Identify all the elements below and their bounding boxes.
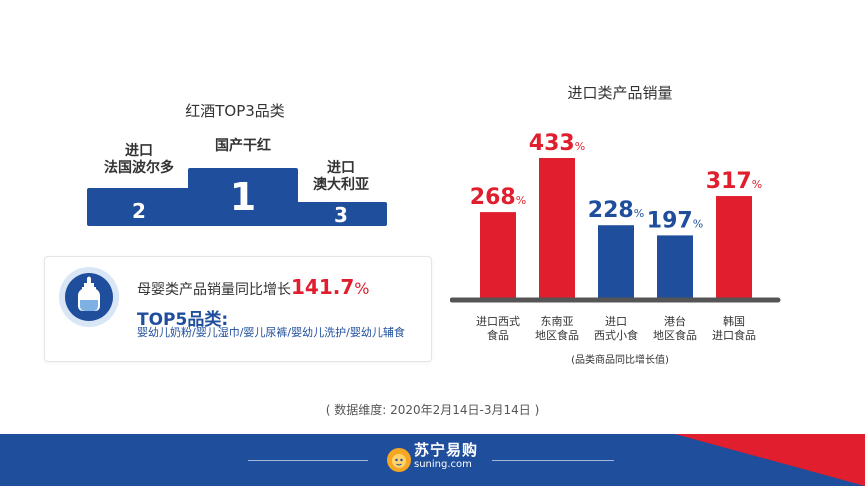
- infant-headline: 母婴类产品销量同比增长141.7%: [137, 275, 369, 299]
- infant-growth-value: 141.7: [291, 275, 355, 299]
- logo-cn: 苏宁易购: [414, 441, 479, 459]
- bar-value-1: 433%: [529, 131, 585, 156]
- x-tick-label-0-1: 食品: [487, 328, 509, 342]
- bar-1: [539, 158, 575, 300]
- podium-label-1-line1: 国产干红: [215, 138, 271, 154]
- x-tick-label-2-1: 西式小食: [594, 328, 638, 342]
- footer-red-accent: [675, 434, 865, 486]
- podium-label-3-line1: 进口: [327, 160, 355, 176]
- wine-title: 红酒TOP3品类: [185, 102, 285, 120]
- x-tick-label-4-0: 韩国: [723, 314, 745, 328]
- infant-growth-unit: %: [354, 279, 370, 298]
- lion-icon: [387, 448, 411, 472]
- top5-items: 婴幼儿奶粉/婴儿湿巾/婴儿尿裤/婴幼儿洗护/婴幼儿辅食: [137, 326, 405, 339]
- x-tick-label-1-0: 东南亚: [541, 315, 574, 328]
- logo-en: suning.com: [414, 459, 472, 470]
- x-tick-label-1-1: 地区食品: [535, 328, 579, 342]
- infant-headline-text: 母婴类产品销量同比增长: [137, 282, 291, 298]
- podium-label-2-line1: 进口: [125, 143, 153, 159]
- source-note: ( 数据维度: 2020年2月14日-3月14日 ): [325, 403, 540, 417]
- bar-value-2: 228%: [588, 198, 644, 223]
- bar-value-3: 197%: [647, 208, 703, 233]
- footer-divider-right: [492, 460, 614, 461]
- podium-label-3: 进口 澳大利亚: [295, 160, 387, 194]
- bar-3: [657, 235, 693, 300]
- podium-label-1: 国产干红: [188, 138, 298, 155]
- x-tick-label-3-0: 港台: [664, 314, 686, 328]
- suning-logo[interactable]: 苏宁易购 suning.com: [414, 442, 478, 471]
- podium-step-3: 3: [295, 202, 387, 227]
- bar-value-4: 317%: [706, 169, 762, 194]
- footer-bar: [0, 434, 865, 486]
- podium-step-1: 1: [188, 168, 298, 226]
- bar-0: [480, 212, 516, 300]
- bar-4: [716, 196, 752, 300]
- bar-2: [598, 225, 634, 300]
- podium-label-3-line2: 澳大利亚: [313, 177, 369, 193]
- x-tick-label-3-1: 地区食品: [653, 328, 697, 342]
- baby-bottle-icon: [59, 267, 119, 327]
- podium-label-2: 进口 法国波尔多: [87, 143, 191, 177]
- x-tick-label-2-0: 进口: [605, 315, 627, 328]
- x-axis-label: (品类商品同比增长值): [571, 353, 669, 366]
- x-tick-label-4-1: 进口食品: [712, 328, 756, 342]
- podium-step-2: 2: [87, 188, 191, 226]
- x-tick-label-0-0: 进口西式: [476, 315, 520, 328]
- footer-divider-left: [248, 460, 368, 461]
- podium-label-2-line2: 法国波尔多: [104, 160, 174, 176]
- import-sales-chart: 268%进口西式食品433%东南亚地区食品228%进口西式小食197%港台地区食…: [450, 131, 781, 366]
- chart-title: 进口类产品销量: [567, 84, 673, 102]
- bar-value-0: 268%: [470, 185, 526, 210]
- podium: 2 1 3: [87, 168, 387, 228]
- top5-title: TOP5品类:: [137, 310, 229, 330]
